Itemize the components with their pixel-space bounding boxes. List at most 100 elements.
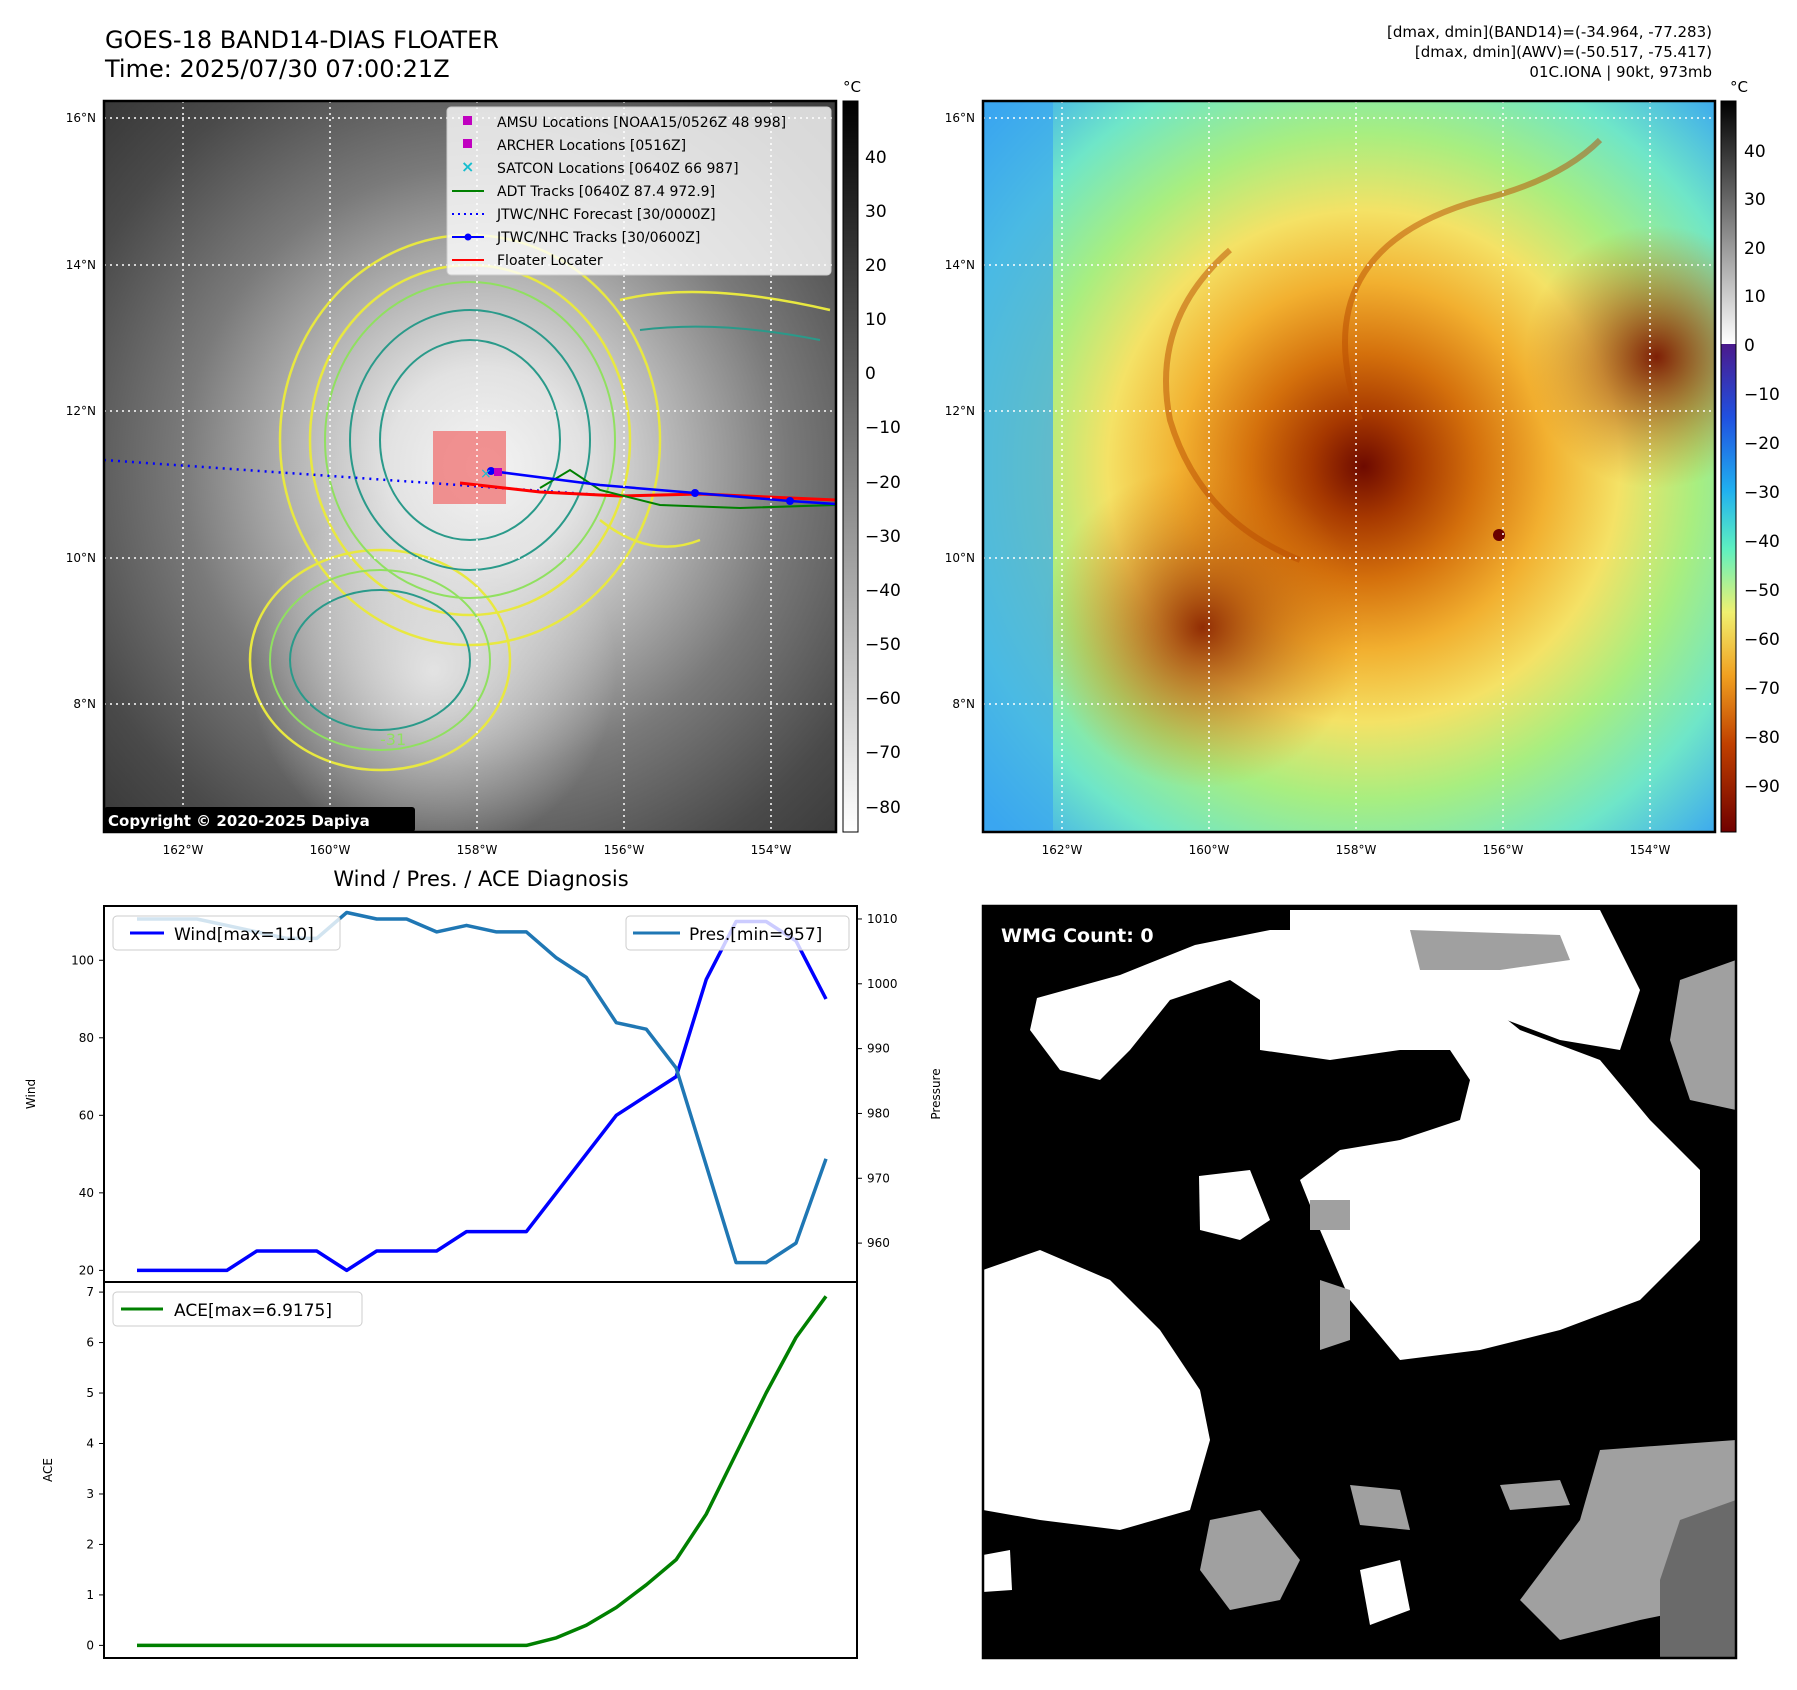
ace-tick-label: 0 (86, 1638, 94, 1652)
awv-dry-edge (983, 101, 1053, 832)
intensity-info: [dmax, dmin](BAND14)=(-34.964, -77.283) … (1387, 22, 1712, 82)
wind-pres-legend-left: Wind[max=110] (112, 915, 341, 951)
awv-spiral (1163, 137, 1603, 563)
wind-pres-legend-right: Pres.[min=957] (625, 915, 850, 951)
lon-label: 156°W (604, 843, 645, 857)
ace-tick-label: 6 (86, 1336, 94, 1350)
awv-gridlines (983, 101, 1715, 832)
colorbar-tick: −40 (865, 581, 901, 601)
awv-colorbar-ticks: 40 30 20 10 0 −10 −20 −30 −40 −50 −60 −7… (1744, 142, 1780, 797)
ir-contours-teal (289, 309, 821, 731)
colorbar-tick: 30 (1744, 190, 1766, 210)
colorbar-tick: 30 (865, 202, 887, 222)
ace-tick-label: 2 (86, 1537, 94, 1551)
wmg-dark-gray-region (1660, 1500, 1736, 1658)
ace-tick-label: 1 (86, 1588, 94, 1602)
colorbar-tick: −90 (1744, 777, 1780, 797)
ace-series-line (137, 1295, 828, 1648)
pressure-axis-label: Pressure (929, 1068, 943, 1119)
pressure-tick-label: 960 (867, 1236, 890, 1250)
lon-label: 158°W (457, 843, 498, 857)
legend-satcon-icon: × (461, 157, 474, 176)
legend-entry: ADT Tracks [0640Z 87.4 972.9] (497, 184, 715, 200)
colorbar-tick: 10 (1744, 287, 1766, 307)
legend-amsu-icon (463, 116, 472, 125)
wind-tick-label: 40 (79, 1186, 94, 1200)
legend-ace-label: ACE[max=6.9175] (174, 1301, 332, 1321)
copyright-box (104, 807, 415, 832)
legend-entry: JTWC/NHC Forecast [30/0000Z] (496, 207, 716, 223)
awv-lat-labels: 16°N 14°N 12°N 10°N 8°N (945, 111, 975, 711)
info-line1: [dmax, dmin](BAND14)=(-34.964, -77.283) (1387, 23, 1712, 41)
colorbar-tick: −40 (1744, 532, 1780, 552)
legend-entry: AMSU Locations [NOAA15/0526Z 48 998] (497, 115, 786, 131)
satcon-marker: × (480, 466, 492, 482)
lat-label: 8°N (73, 697, 96, 711)
awv-colorbar: °C 40 30 20 10 0 −10 −20 −30 −40 −50 −60… (1720, 78, 1780, 833)
copyright-text: Copyright © 2020-2025 Dapiya (108, 812, 370, 830)
legend-entry: Floater Locater (497, 253, 603, 269)
colorbar-tick: 10 (865, 310, 887, 330)
ace-axis-label: ACE (41, 1458, 55, 1482)
colorbar-unit: °C (843, 78, 861, 96)
lon-label: 158°W (1336, 843, 1377, 857)
colorbar-tick: −80 (865, 798, 901, 818)
colorbar-tick: 40 (1744, 142, 1766, 162)
colorbar-tick: −30 (1744, 483, 1780, 503)
legend-pressure-label: Pres.[min=957] (689, 925, 822, 945)
ir-contours-yellow (248, 233, 831, 772)
colorbar-tick: −70 (865, 743, 901, 763)
wind-tick-label: 60 (79, 1108, 94, 1122)
colorbar-tick: −50 (1744, 581, 1780, 601)
lat-label: 10°N (66, 551, 96, 565)
band14-colorbar: °C 40 30 20 10 0 −10 −20 −30 −40 −50 −60… (842, 78, 901, 833)
legend-entry: JTWC/NHC Tracks [30/0600Z] (496, 230, 700, 246)
map-legend: AMSU Locations [NOAA15/0526Z 48 998] ARC… (446, 106, 832, 276)
lon-label: 156°W (1483, 843, 1524, 857)
lon-label: 154°W (751, 843, 792, 857)
colorbar-tick: −70 (1744, 679, 1780, 699)
awv-map-panel: 16°N 14°N 12°N 10°N 8°N 162°W 160°W 158°… (945, 99, 1717, 857)
colorbar-tick: −20 (1744, 434, 1780, 454)
ace-tick-label: 4 (86, 1437, 94, 1451)
legend-archer-icon (463, 139, 472, 148)
wind-series-line (137, 919, 828, 1273)
lat-label: 10°N (945, 551, 975, 565)
info-line3: 01C.IONA | 90kt, 973mb (1529, 63, 1712, 81)
pressure-tick-label: 1000 (867, 977, 898, 991)
lon-label: 154°W (1630, 843, 1671, 857)
colorbar-tick: 0 (865, 364, 876, 384)
lat-label: 16°N (66, 111, 96, 125)
diagnosis-title: Wind / Pres. / ACE Diagnosis (333, 867, 628, 891)
legend-wind-label: Wind[max=110] (174, 925, 314, 945)
contour-label: -31 (380, 730, 406, 749)
legend-entry: ARCHER Locations [0516Z] (497, 138, 686, 154)
ir-frame (102, 99, 838, 834)
colorbar-tick: −80 (1744, 728, 1780, 748)
colorbar-tick: −20 (865, 473, 901, 493)
title-line2: Time: 2025/07/30 07:00:21Z (105, 55, 450, 83)
lon-label: 162°W (1042, 843, 1083, 857)
wind-axis-label: Wind (24, 1079, 38, 1109)
wind-tick-label: 100 (71, 953, 94, 967)
ace-tick-label: 7 (86, 1285, 94, 1299)
ir-contours-green (269, 281, 616, 751)
ace-tick-label: 5 (86, 1386, 94, 1400)
colorbar-tick: −60 (1744, 630, 1780, 650)
colorbar-tick: −60 (865, 689, 901, 709)
wmg-frame (981, 904, 1738, 1660)
ir-lat-labels: 16°N 14°N 12°N 10°N 8°N (66, 111, 96, 711)
lat-label: 14°N (66, 258, 96, 272)
wmg-panel: WMG Count: 0 (981, 904, 1738, 1660)
lat-label: 12°N (945, 404, 975, 418)
lon-label: 160°W (1189, 843, 1230, 857)
awv-small-cell (1493, 529, 1505, 541)
wmg-count-box (993, 918, 1175, 952)
wind-pressure-chart: Wind Pressure 20 40 60 80 100 960 970 980 990 100… (24, 905, 943, 1283)
title-line1: GOES-18 BAND14-DIAS FLOATER (105, 26, 499, 54)
ir-lon-labels: 162°W 160°W 158°W 156°W 154°W (163, 843, 792, 857)
band14-colorbar-ticks: 40 30 20 10 0 −10 −20 −30 −40 −50 −60 −7… (865, 148, 901, 818)
ir-map-panel: -31 × 16°N 14°N 12°N 10°N 8°N (66, 99, 838, 857)
floater-box (433, 431, 506, 504)
